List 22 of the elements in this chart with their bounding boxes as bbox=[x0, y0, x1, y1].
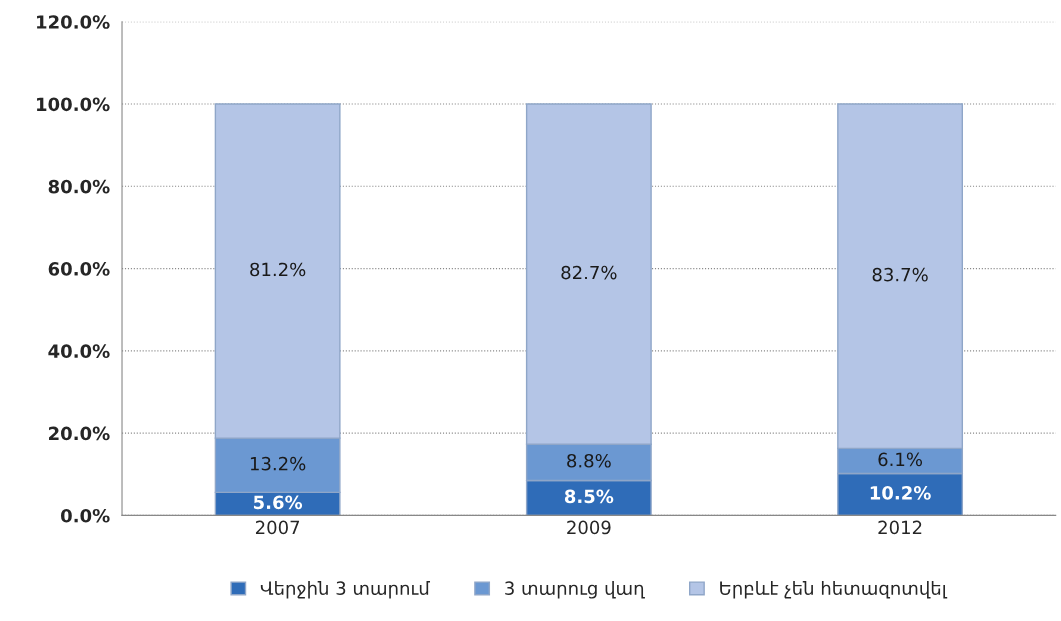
data-label: 6.1% bbox=[878, 452, 923, 467]
legend-label: Երբևէ չեն հետազոտվել bbox=[720, 581, 948, 599]
x-tick-label: 2007 bbox=[255, 520, 300, 535]
legend-label: 3 տարուց վաղ bbox=[505, 581, 645, 599]
y-tick-label: 100.0% bbox=[37, 97, 110, 112]
y-tick-label: 0.0% bbox=[61, 508, 110, 523]
data-label: 83.7% bbox=[872, 267, 928, 282]
y-tick-label: 20.0% bbox=[49, 426, 110, 441]
y-tick-label: 120.0% bbox=[37, 15, 110, 29]
x-tick-label: 2012 bbox=[878, 520, 922, 535]
data-label: 13.2% bbox=[250, 456, 306, 471]
y-tick-label: 40.0% bbox=[48, 344, 110, 358]
data-label: 5.6% bbox=[253, 495, 303, 510]
data-label: 8.8% bbox=[567, 453, 611, 468]
legend-label: Վերջին 3 տարում bbox=[260, 581, 431, 599]
y-tick-label: 80.0% bbox=[48, 179, 110, 194]
data-label: 82.7% bbox=[561, 265, 617, 280]
data-label: 81.2% bbox=[250, 262, 306, 277]
x-tick-label: 2009 bbox=[567, 520, 611, 535]
data-label: 10.2% bbox=[870, 486, 931, 500]
y-tick-label: 60.0% bbox=[48, 262, 110, 276]
data-label: 8.5% bbox=[564, 489, 614, 504]
